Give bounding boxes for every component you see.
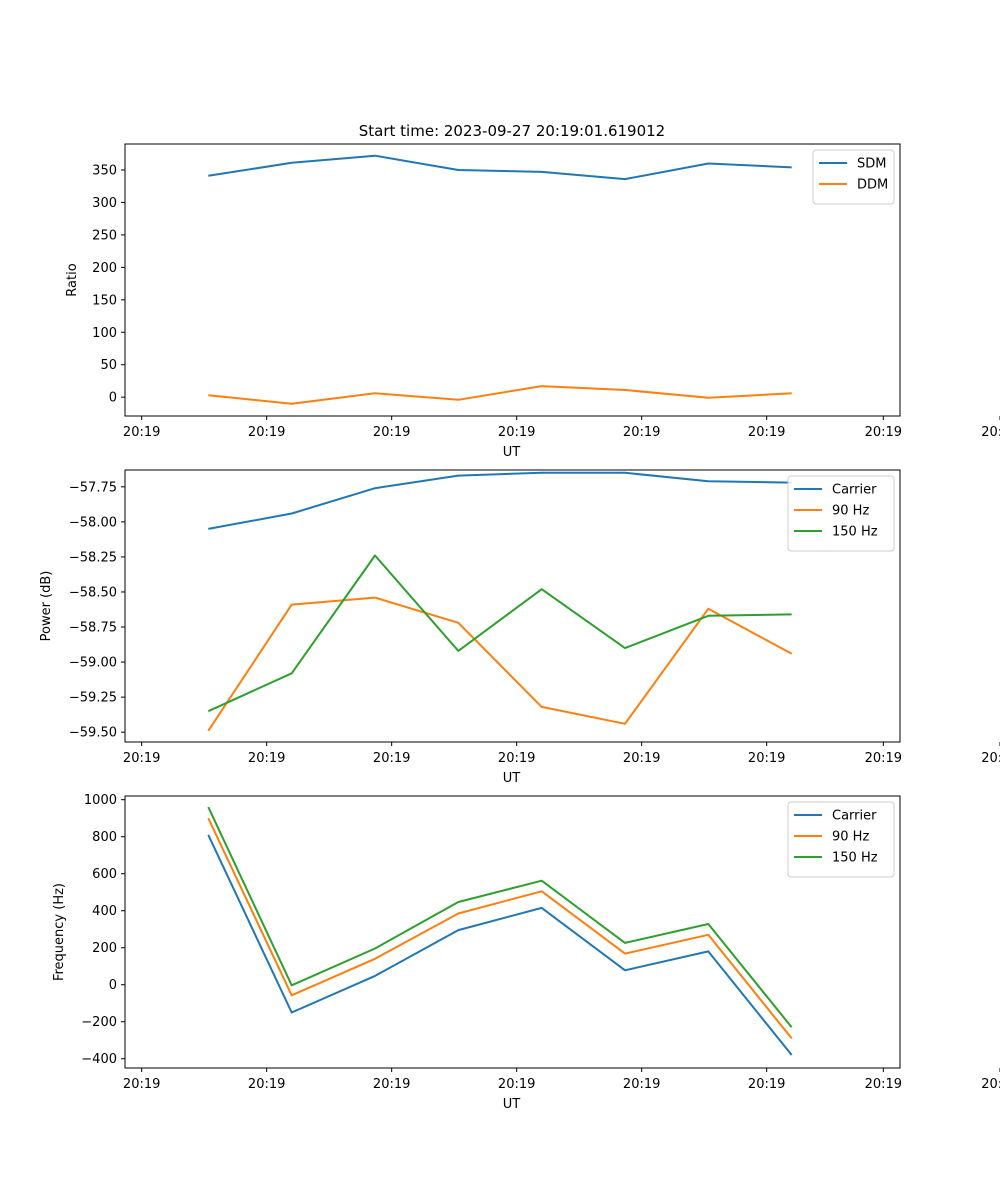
x-tick-label: 20:20	[981, 1077, 1000, 1092]
x-tick-label: 20:19	[623, 751, 660, 766]
y-tick-label: −200	[81, 1015, 117, 1030]
x-tick-label: 20:20	[981, 751, 1000, 766]
legend-box	[787, 801, 895, 878]
y-tick-label: 300	[92, 196, 117, 211]
x-tick-label: 20:19	[373, 1077, 410, 1092]
x-tick-label: 20:19	[373, 751, 410, 766]
legend-label: SDM	[857, 157, 886, 172]
legend: SDM DDM	[812, 149, 895, 205]
legend-label: 90 Hz	[832, 830, 869, 845]
series-line-sdm	[208, 154, 792, 181]
x-tick-label: 20:19	[623, 425, 660, 440]
chart-panel: 20:19 20:19 20:19 20:19 20:19 20:19 20:19 20:20…	[52, 793, 1000, 1112]
y-tick-label: −59.00	[69, 656, 117, 671]
x-tick-label: 20:19	[498, 1077, 535, 1092]
y-tick-label: −59.25	[69, 691, 117, 706]
x-tick-label: 20:19	[248, 425, 285, 440]
legend-label: 90 Hz	[832, 504, 869, 519]
y-tick-label: −59.50	[69, 726, 117, 741]
x-tick-label: 20:19	[748, 1077, 785, 1092]
y-tick-label: 50	[100, 358, 117, 373]
x-axis-label: UT	[503, 771, 521, 786]
series-line-150-hz	[207, 806, 793, 1028]
y-tick-label: 250	[92, 228, 117, 243]
y-tick-label: 150	[92, 293, 117, 308]
y-tick-label: −400	[81, 1052, 117, 1067]
panels: 20:19 20:19 20:19 20:19 20:19 20:19 20:19 20:20…	[39, 143, 1000, 1112]
x-tick-label: 20:19	[748, 425, 785, 440]
x-tick-label: 20:20	[981, 425, 1000, 440]
series-line-90-hz	[207, 596, 793, 732]
x-tick-label: 20:19	[123, 1077, 160, 1092]
x-tick-label: 20:19	[248, 1077, 285, 1092]
x-tick-label: 20:19	[498, 751, 535, 766]
legend-box	[787, 475, 895, 552]
x-tick-label: 20:19	[748, 751, 785, 766]
y-tick-label: 100	[92, 326, 117, 341]
y-axis-label: Ratio	[65, 263, 80, 296]
x-tick-label: 20:19	[248, 751, 285, 766]
chart-panel: 20:19 20:19 20:19 20:19 20:19 20:19 20:19 20:20…	[39, 469, 1000, 786]
y-tick-label: 400	[92, 904, 117, 919]
x-tick-label: 20:19	[865, 1077, 902, 1092]
chart-panel: 20:19 20:19 20:19 20:19 20:19 20:19 20:19 20:20…	[65, 143, 1000, 460]
x-tick-label: 20:19	[498, 425, 535, 440]
x-tick-label: 20:19	[123, 751, 160, 766]
series-line-carrier	[208, 471, 792, 530]
y-tick-label: 0	[109, 391, 117, 406]
x-tick-label: 20:19	[865, 425, 902, 440]
y-tick-label: −58.00	[69, 515, 117, 530]
x-tick-label: 20:19	[373, 425, 410, 440]
x-axis-label: UT	[503, 1097, 521, 1112]
legend-label: 150 Hz	[832, 851, 878, 866]
plot-frame	[124, 469, 901, 743]
y-tick-label: 600	[92, 867, 117, 882]
y-tick-label: −58.75	[69, 621, 117, 636]
y-tick-label: 200	[92, 261, 117, 276]
x-tick-label: 20:19	[865, 751, 902, 766]
legend-label: 150 Hz	[832, 525, 878, 540]
y-axis-label: Frequency (Hz)	[52, 883, 67, 981]
series-line-carrier	[207, 834, 793, 1056]
x-tick-label: 20:19	[123, 425, 160, 440]
series-line-90-hz	[207, 817, 793, 1040]
y-tick-label: −57.75	[69, 480, 117, 495]
plot-frame	[124, 143, 901, 417]
legend-label: DDM	[857, 178, 888, 193]
legend: Carrier 90 Hz 150 Hz	[787, 801, 895, 878]
y-tick-label: 800	[92, 830, 117, 845]
legend: Carrier 90 Hz 150 Hz	[787, 475, 895, 552]
legend-label: Carrier	[832, 483, 877, 498]
y-tick-label: 0	[109, 978, 117, 993]
y-tick-label: −58.50	[69, 585, 117, 600]
x-tick-label: 20:19	[623, 1077, 660, 1092]
y-axis-label: Power (dB)	[39, 571, 54, 642]
y-tick-label: 200	[92, 941, 117, 956]
series-line-150-hz	[207, 554, 792, 713]
series-line-ddm	[208, 385, 792, 405]
y-tick-label: −58.25	[69, 550, 117, 565]
y-tick-label: 350	[92, 163, 117, 178]
y-tick-label: 1000	[84, 793, 117, 808]
x-axis-label: UT	[503, 445, 521, 460]
plot-frame	[124, 795, 901, 1069]
legend-label: Carrier	[832, 809, 877, 824]
figure-title: Start time: 2023-09-27 20:19:01.619012	[359, 122, 665, 140]
